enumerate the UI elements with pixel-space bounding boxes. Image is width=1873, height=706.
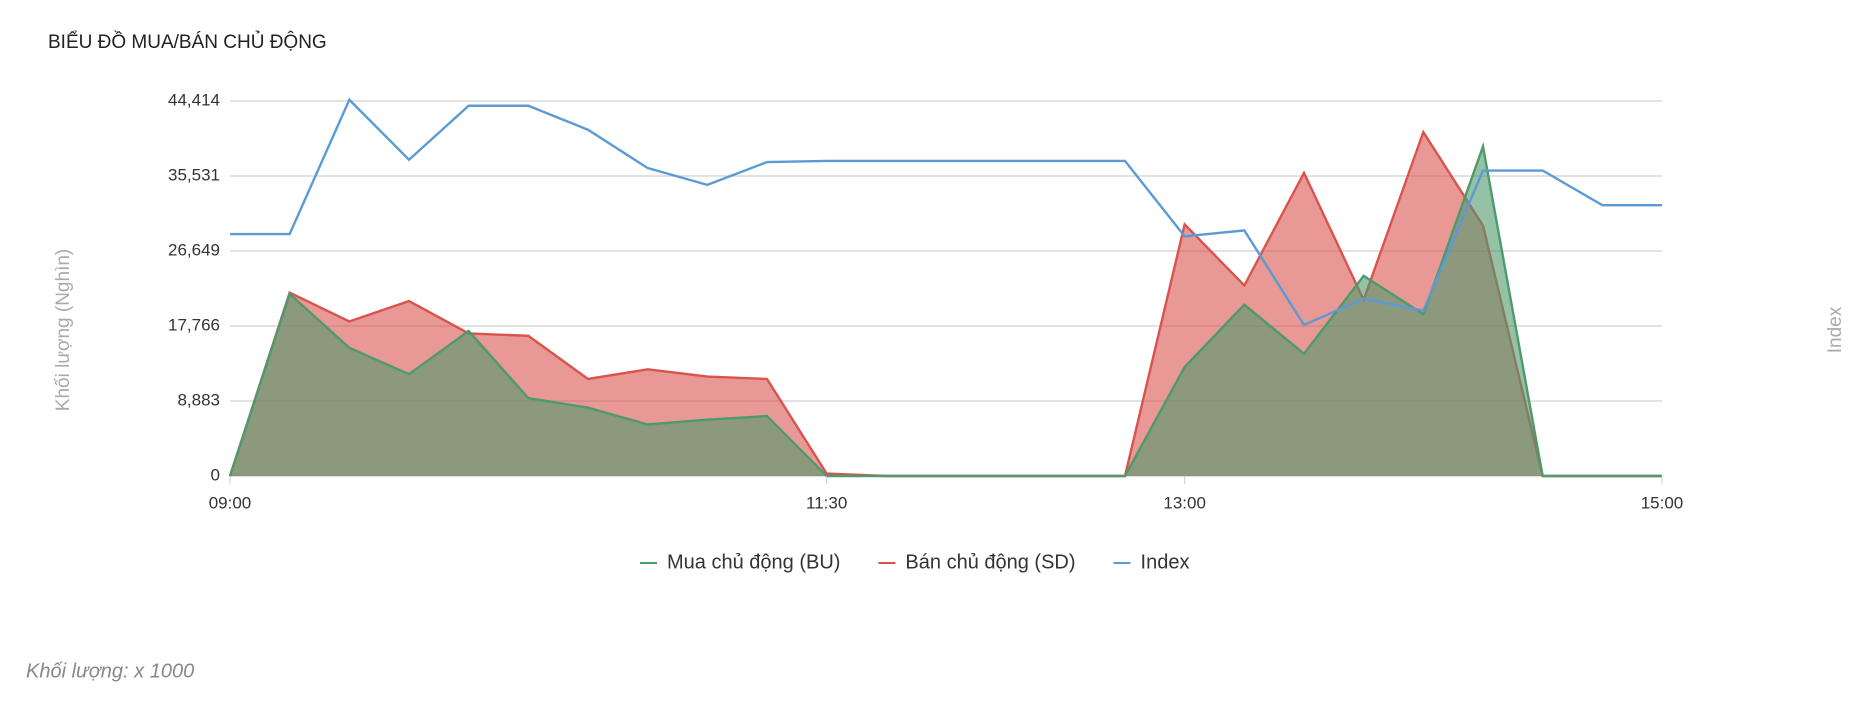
footnote: Khối lượng: x 1000 — [26, 660, 194, 682]
y-tick-label: 26,649 — [168, 240, 220, 259]
x-tick-label: 13:00 — [1163, 493, 1206, 512]
chart-title: BIỂU ĐỒ MUA/BÁN CHỦ ĐỘNG — [48, 31, 327, 53]
line — [230, 97, 1662, 327]
y-tick-label: 35,531 — [168, 165, 220, 184]
y-tick-label: 17,766 — [168, 315, 220, 334]
y2-axis-title: Index — [1825, 306, 1846, 353]
x-tick-label: 15:00 — [1641, 493, 1684, 512]
y-tick-label: 8,883 — [177, 390, 220, 409]
legend-label: Index — [1141, 551, 1190, 573]
legend-label: Mua chủ động (BU) — [667, 551, 840, 573]
y-tick-label: 44,414 — [168, 90, 220, 109]
x-tick-label: 09:00 — [209, 493, 252, 512]
area — [230, 146, 1662, 476]
y-tick-label: 0 — [211, 465, 220, 484]
y-axis-title: Khối lượng (Nghìn) — [53, 249, 74, 411]
x-tick-label: 11:30 — [806, 493, 847, 512]
legend-label: Bán chủ động (SD) — [905, 551, 1075, 573]
line — [228, 141, 1662, 478]
